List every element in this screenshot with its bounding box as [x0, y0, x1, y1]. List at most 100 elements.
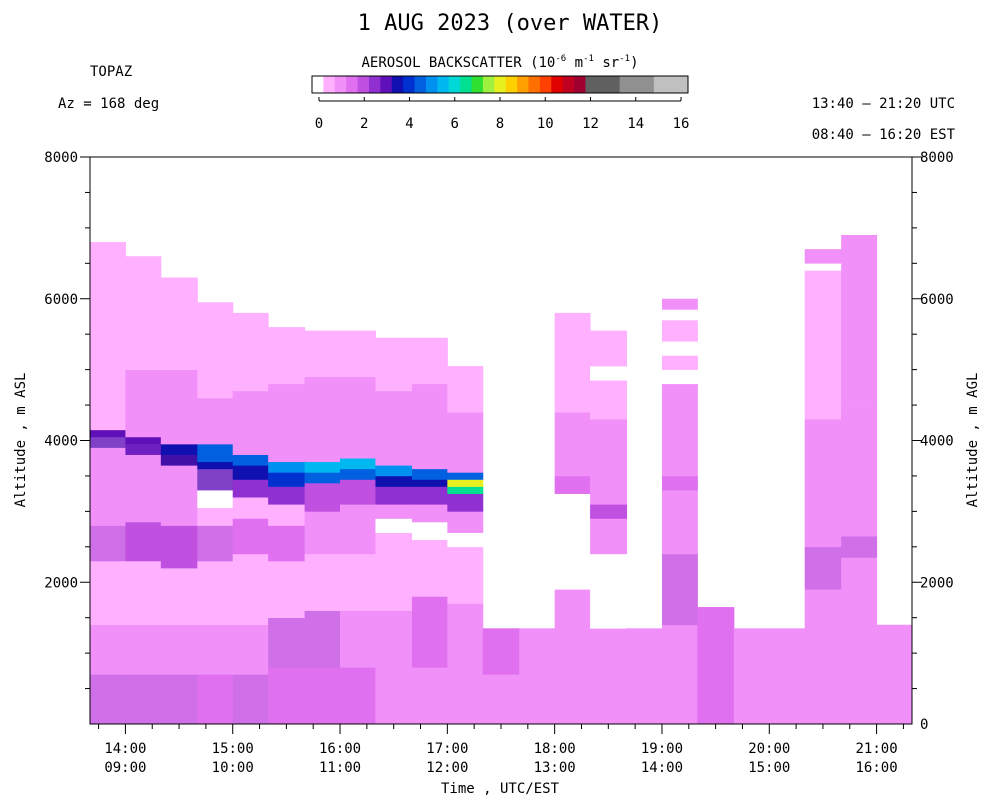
backscatter-cell: [876, 624, 913, 725]
backscatter-cell: [268, 327, 306, 385]
backscatter-cell: [375, 532, 413, 611]
backscatter-cell: [411, 468, 448, 480]
colorbar-swatch: [482, 76, 495, 93]
backscatter-cell: [268, 560, 306, 618]
backscatter-cell: [197, 507, 234, 526]
backscatter-cell: [661, 475, 698, 491]
backscatter-cell: [197, 302, 234, 399]
profile-column: [626, 628, 663, 725]
backscatter-cell: [447, 532, 484, 548]
x-tick-label-utc: 19:00: [641, 741, 683, 757]
backscatter-cell: [447, 412, 484, 473]
backscatter-cell: [232, 465, 269, 480]
y-tick-label-right: 0: [920, 717, 928, 733]
backscatter-cell: [375, 390, 413, 466]
x-axis-label: Time , UTC/EST: [441, 781, 560, 797]
backscatter-cell: [304, 472, 341, 484]
backscatter-cell: [90, 436, 126, 448]
backscatter-cell: [268, 461, 306, 473]
profile-column: [125, 256, 162, 725]
y-tick-label-left: 2000: [44, 575, 78, 591]
backscatter-cell: [375, 504, 413, 519]
backscatter-cell: [841, 557, 878, 725]
colorbar-label: AEROSOL BACKSCATTER (10-6 m-1 sr-1): [362, 54, 639, 71]
backscatter-cell: [304, 553, 341, 611]
backscatter-cell: [232, 479, 269, 498]
azimuth-label: Az = 168 deg: [58, 96, 159, 112]
y-tick-label-right: 8000: [920, 150, 954, 166]
profile-column: [447, 366, 484, 725]
backscatter-cell: [661, 341, 698, 356]
colorbar-tick-label: 6: [451, 116, 459, 132]
backscatter-cell: [804, 546, 842, 590]
backscatter-cell: [90, 674, 126, 725]
backscatter-cell: [197, 674, 234, 725]
profile-column: [697, 607, 735, 725]
colorbar-swatch: [346, 76, 359, 93]
profile-column: [411, 337, 448, 725]
colorbar: [311, 75, 689, 94]
backscatter-cell: [125, 444, 162, 455]
backscatter-cell: [268, 525, 306, 562]
backscatter-cell: [340, 479, 376, 505]
backscatter-cell: [590, 504, 628, 519]
backscatter-cell: [375, 475, 413, 487]
y-tick-label-right: 6000: [920, 292, 954, 308]
backscatter-cell: [841, 405, 878, 537]
profile-column: [160, 277, 198, 725]
backscatter-cell: [661, 320, 698, 342]
backscatter-cell: [411, 486, 448, 505]
backscatter-cell: [661, 553, 698, 626]
profile-column: [519, 628, 556, 725]
colorbar-tick-label: 16: [673, 116, 690, 132]
backscatter-cell: [268, 504, 306, 526]
backscatter-cell: [304, 610, 341, 668]
backscatter-cell: [590, 366, 628, 381]
backscatter-cell: [661, 355, 698, 370]
profile-column: [804, 249, 842, 725]
colorbar-swatch: [631, 76, 643, 93]
colorbar-swatch: [539, 76, 552, 93]
x-tick-label-est: 12:00: [426, 760, 468, 776]
x-tick-label-est: 15:00: [748, 760, 790, 776]
backscatter-cell: [554, 475, 591, 494]
backscatter-cell: [375, 667, 413, 725]
backscatter-cell: [769, 628, 806, 725]
backscatter-cell: [554, 312, 591, 413]
colorbar-tick-label: 12: [582, 116, 599, 132]
colorbar-tick-label: 2: [360, 116, 368, 132]
colorbar-swatch: [608, 76, 621, 93]
colorbar-swatch: [312, 76, 324, 93]
y-axis-left-label: Altitude , m ASL: [13, 373, 29, 508]
colorbar-swatch: [505, 76, 518, 93]
x-tick-label-est: 10:00: [212, 760, 254, 776]
colorbar-tick-label: 10: [537, 116, 554, 132]
x-tick-label-utc: 18:00: [534, 741, 576, 757]
backscatter-cell: [554, 493, 591, 590]
colorbar-swatch: [391, 76, 404, 93]
y-tick-label-right: 4000: [920, 434, 954, 450]
colorbar-swatch: [471, 76, 484, 93]
backscatter-cell: [197, 624, 234, 675]
y-axis-right-label: Altitude , m AGL: [965, 373, 981, 508]
backscatter-cell: [197, 560, 234, 626]
backscatter-cell: [160, 454, 198, 466]
backscatter-cell: [590, 330, 628, 367]
profile-column: [841, 234, 878, 725]
backscatter-cell: [411, 667, 448, 725]
colorbar-swatch: [448, 76, 461, 93]
backscatter-cell: [125, 369, 162, 438]
backscatter-cell: [661, 490, 698, 555]
x-tick-label-utc: 16:00: [319, 741, 361, 757]
backscatter-cell: [804, 419, 842, 548]
backscatter-cell: [304, 667, 341, 725]
backscatter-cell: [411, 383, 448, 470]
backscatter-cell: [340, 610, 376, 668]
x-tick-label-utc: 17:00: [426, 741, 468, 757]
backscatter-cell: [590, 380, 628, 420]
backscatter-cell: [232, 553, 269, 626]
backscatter-cell: [304, 330, 341, 378]
colorbar-swatch: [528, 76, 541, 93]
backscatter-cell: [160, 525, 198, 569]
colorbar-swatch: [357, 76, 370, 93]
